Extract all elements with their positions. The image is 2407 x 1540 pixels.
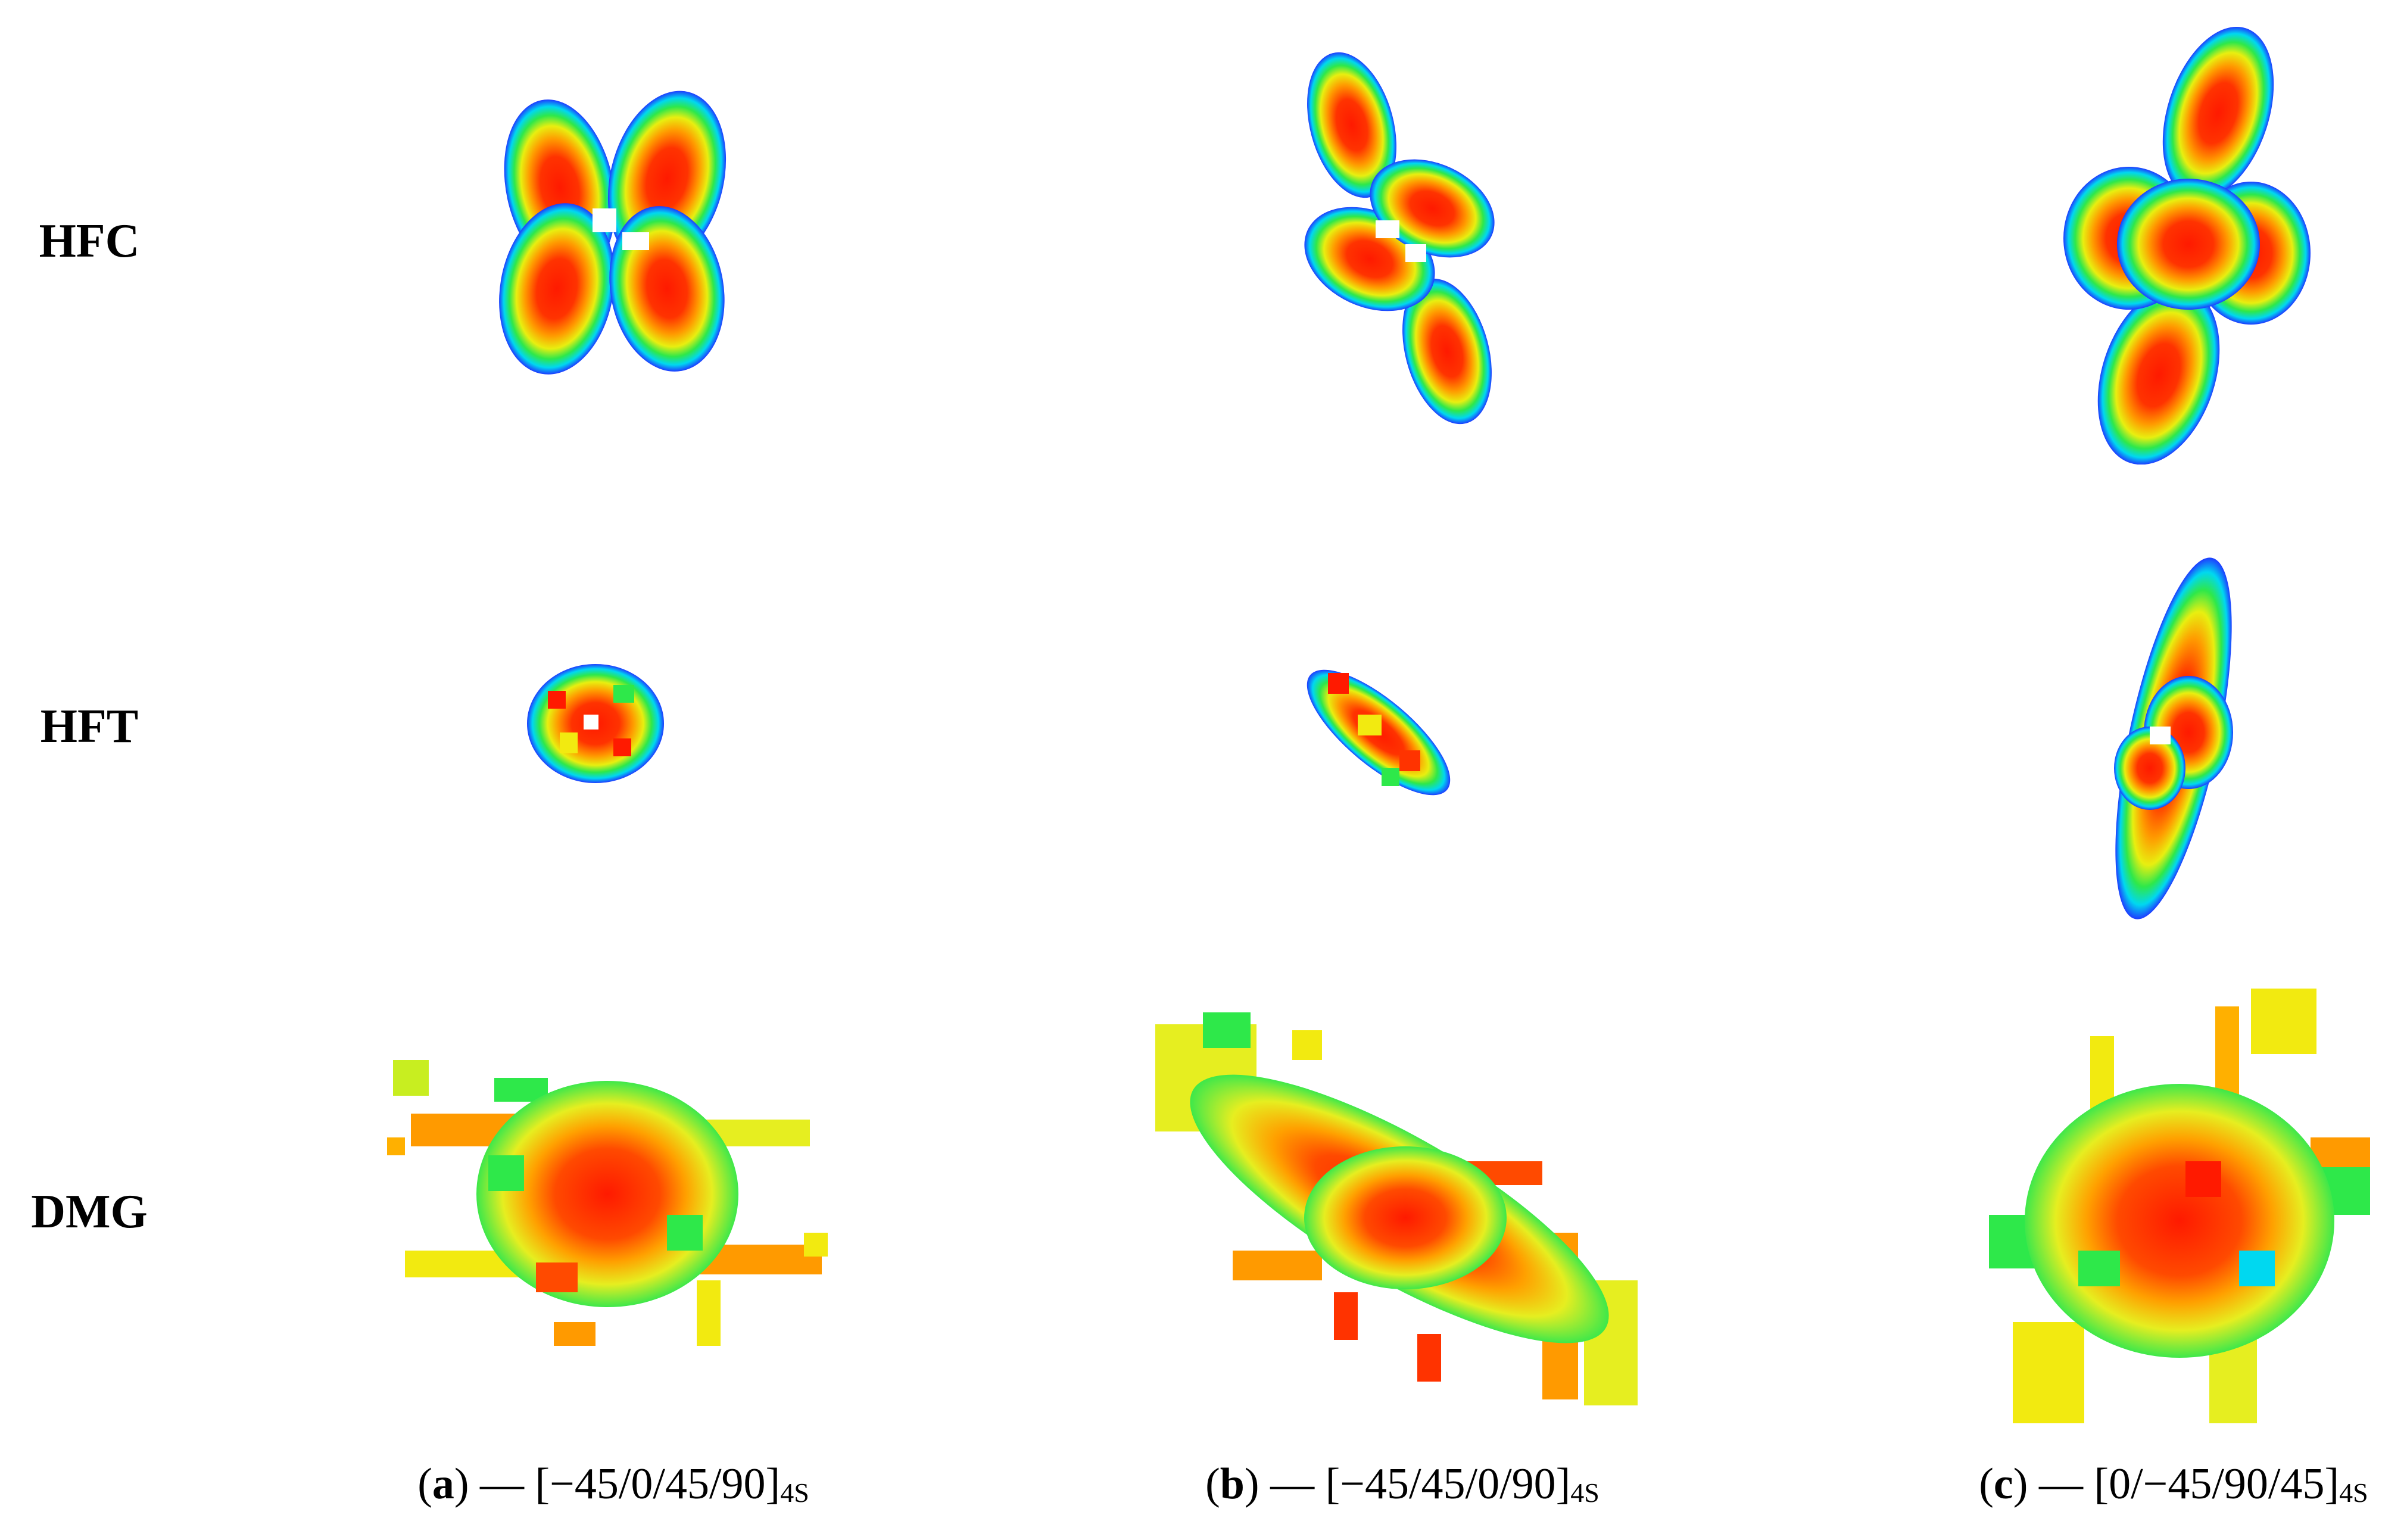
contour-map-hft-a [527,664,664,783]
caption-subscript: 4S [2339,1477,2368,1508]
caption-b: (b) — [−45/45/0/90]4S [1205,1460,1600,1508]
contour-map-hfc-a [499,91,727,375]
caption-layup: [0/−45/90/45] [2094,1460,2340,1508]
row-label-dmg: DMG [31,1186,148,1238]
caption-layup: [−45/0/45/90] [535,1460,781,1508]
damage-map-dmg-b [1155,1012,1638,1405]
damage-map-dmg-c [1989,989,2370,1423]
row-label-hfc: HFC [39,215,140,267]
caption-dash: — [2028,1460,2094,1508]
caption-subscript: 4S [1570,1477,1600,1508]
caption-letter: c [1993,1460,2013,1508]
damage-map-dmg-a [387,1060,828,1346]
row-label-hft: HFT [40,700,139,753]
caption-layup: [−45/45/0/90] [1325,1460,1571,1508]
caption-letter: a [432,1460,454,1508]
contour-map-hfc-c [2063,26,2311,465]
caption-dash: — [1259,1460,1326,1508]
caption-a: (a) — [−45/0/45/90]4S [417,1460,809,1508]
caption-c: (c) — [0/−45/90/45]4S [1979,1460,2368,1508]
caption-dash: — [469,1460,535,1508]
contour-map-hft-c [2114,557,2233,919]
contour-map-hft-b [1307,669,1451,796]
caption-subscript: 4S [780,1477,809,1508]
contour-map-hfc-b [1304,52,1495,425]
caption-letter: b [1220,1460,1245,1508]
